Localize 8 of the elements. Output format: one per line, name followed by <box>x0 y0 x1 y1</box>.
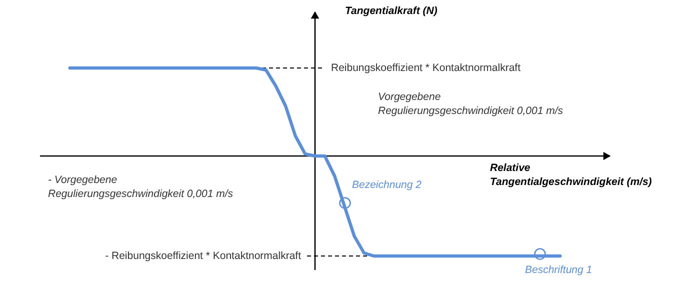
ref-line-label: Reibungskoeffizient * Kontaktnormalkraft <box>331 62 521 74</box>
y-axis-title: Tangentialkraft (N) <box>345 5 438 17</box>
annotation: Bezeichnung 2 <box>352 179 422 191</box>
annotation: - Vorgegebene Regulierungsgeschwindigkeit 0,001 m/s <box>48 174 234 200</box>
text: Beschriftung 1 <box>525 264 592 276</box>
annotation: Vorgegebene Regulierungsgeschwindigkeit 0,001 m/s <box>378 91 564 117</box>
x-axis-title: Relative Tangentialgeschwindigkeit (m/s) <box>490 162 652 188</box>
ref-line-label: - Reibungskoeffizient * Kontaktnormalkraft <box>105 250 302 262</box>
